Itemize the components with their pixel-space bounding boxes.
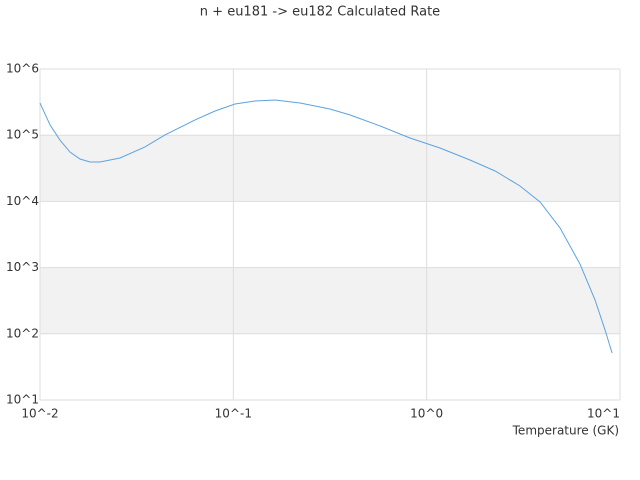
y-tick-label: 10^3 (6, 260, 39, 274)
chart-title: n + eu181 -> eu182 Calculated Rate (200, 5, 440, 20)
x-tick-label: 10^1 (587, 407, 620, 421)
y-tick-label: 10^1 (6, 393, 39, 407)
y-tick-label: 10^6 (6, 62, 39, 76)
x-tick-label: 10^-1 (215, 407, 252, 421)
x-axis-label: Temperature (GK) (512, 424, 619, 438)
x-tick-label: 10^0 (410, 407, 443, 421)
x-tick-label: 10^-2 (21, 407, 58, 421)
y-tick-label: 10^4 (6, 194, 39, 208)
grid-band (40, 267, 620, 334)
data-line (39, 99, 613, 354)
y-tick-label: 10^5 (6, 128, 39, 142)
grid-band (40, 135, 620, 202)
y-tick-label: 10^2 (6, 326, 39, 340)
